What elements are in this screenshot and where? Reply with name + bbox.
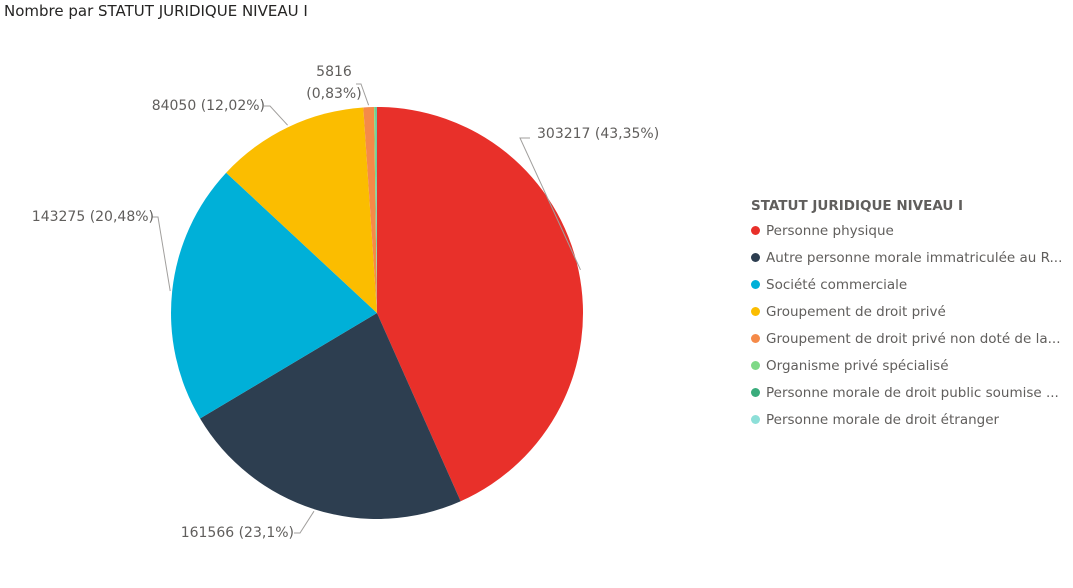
legend-item-organisme-prive-specialise[interactable]: Organisme privé spécialisé [751, 352, 1069, 379]
leader-line [264, 105, 288, 126]
legend-marker [751, 361, 760, 370]
legend-item-personne-physique[interactable]: Personne physique [751, 217, 1069, 244]
legend-item-autre-personne-morale-immatriculee-au-r[interactable]: Autre personne morale immatriculée au R.… [751, 244, 1069, 271]
legend-label: Groupement de droit privé non doté de la… [766, 330, 1061, 347]
data-label-groupement-de-droit-prive-non-dote-de-la: 5816 (0,83%) [306, 64, 361, 102]
legend-marker [751, 280, 760, 289]
leader-line [294, 510, 315, 534]
legend-marker [751, 307, 760, 316]
leader-line [519, 137, 581, 271]
data-label-personne-physique: 303217 (43,35%) [537, 126, 659, 142]
legend-label: Personne morale de droit public soumise … [766, 384, 1059, 401]
legend-label: Organisme privé spécialisé [766, 357, 949, 374]
legend-label: Groupement de droit privé [766, 303, 946, 320]
pie-slice-organisme-prive-specialise[interactable] [374, 107, 377, 313]
legend-marker [751, 226, 760, 235]
pie-slice-groupement-de-droit-prive[interactable] [226, 107, 377, 314]
legend-label: Société commerciale [766, 276, 908, 293]
legend-item-societe-commerciale[interactable]: Société commerciale [751, 271, 1069, 298]
pie-slice-personne-morale-de-droit-public-soumise[interactable] [375, 106, 377, 313]
data-label-autre-personne-morale-immatriculee-au-r: 161566 (23,1%) [181, 525, 294, 541]
legend-item-groupement-de-droit-prive-non-dote-de-la[interactable]: Groupement de droit privé non doté de la… [751, 325, 1069, 352]
legend-item-personne-morale-de-droit-public-soumise[interactable]: Personne morale de droit public soumise … [751, 379, 1069, 406]
pie-slice-groupement-de-droit-prive-non-dote-de-la[interactable] [363, 107, 377, 314]
pie-slice-autre-personne-morale-immatriculee-au-r[interactable] [200, 313, 461, 520]
chart-title: Nombre par STATUT JURIDIQUE NIVEAU I [4, 2, 308, 20]
legend-marker [751, 415, 760, 424]
legend-marker [751, 253, 760, 262]
leader-line [152, 216, 171, 292]
pie-slice-societe-commerciale[interactable] [171, 172, 377, 419]
legend: STATUT JURIDIQUE NIVEAU I Personne physi… [751, 195, 1069, 433]
legend-title: STATUT JURIDIQUE NIVEAU I [751, 198, 964, 214]
legend-label: Personne morale de droit étranger [766, 411, 1000, 428]
leader-line [356, 83, 370, 106]
data-label-groupement-de-droit-prive: 84050 (12,02%) [152, 98, 265, 114]
legend-marker [751, 388, 760, 397]
pie-slice-personne-physique[interactable] [377, 107, 584, 502]
legend-label: Personne physique [766, 222, 894, 239]
legend-marker [751, 334, 760, 343]
legend-label: Autre personne morale immatriculée au R.… [766, 249, 1063, 266]
data-label-societe-commerciale: 143275 (20,48%) [32, 209, 154, 225]
legend-item-personne-morale-de-droit-etranger[interactable]: Personne morale de droit étranger [751, 406, 1069, 433]
legend-item-groupement-de-droit-prive[interactable]: Groupement de droit privé [751, 298, 1069, 325]
